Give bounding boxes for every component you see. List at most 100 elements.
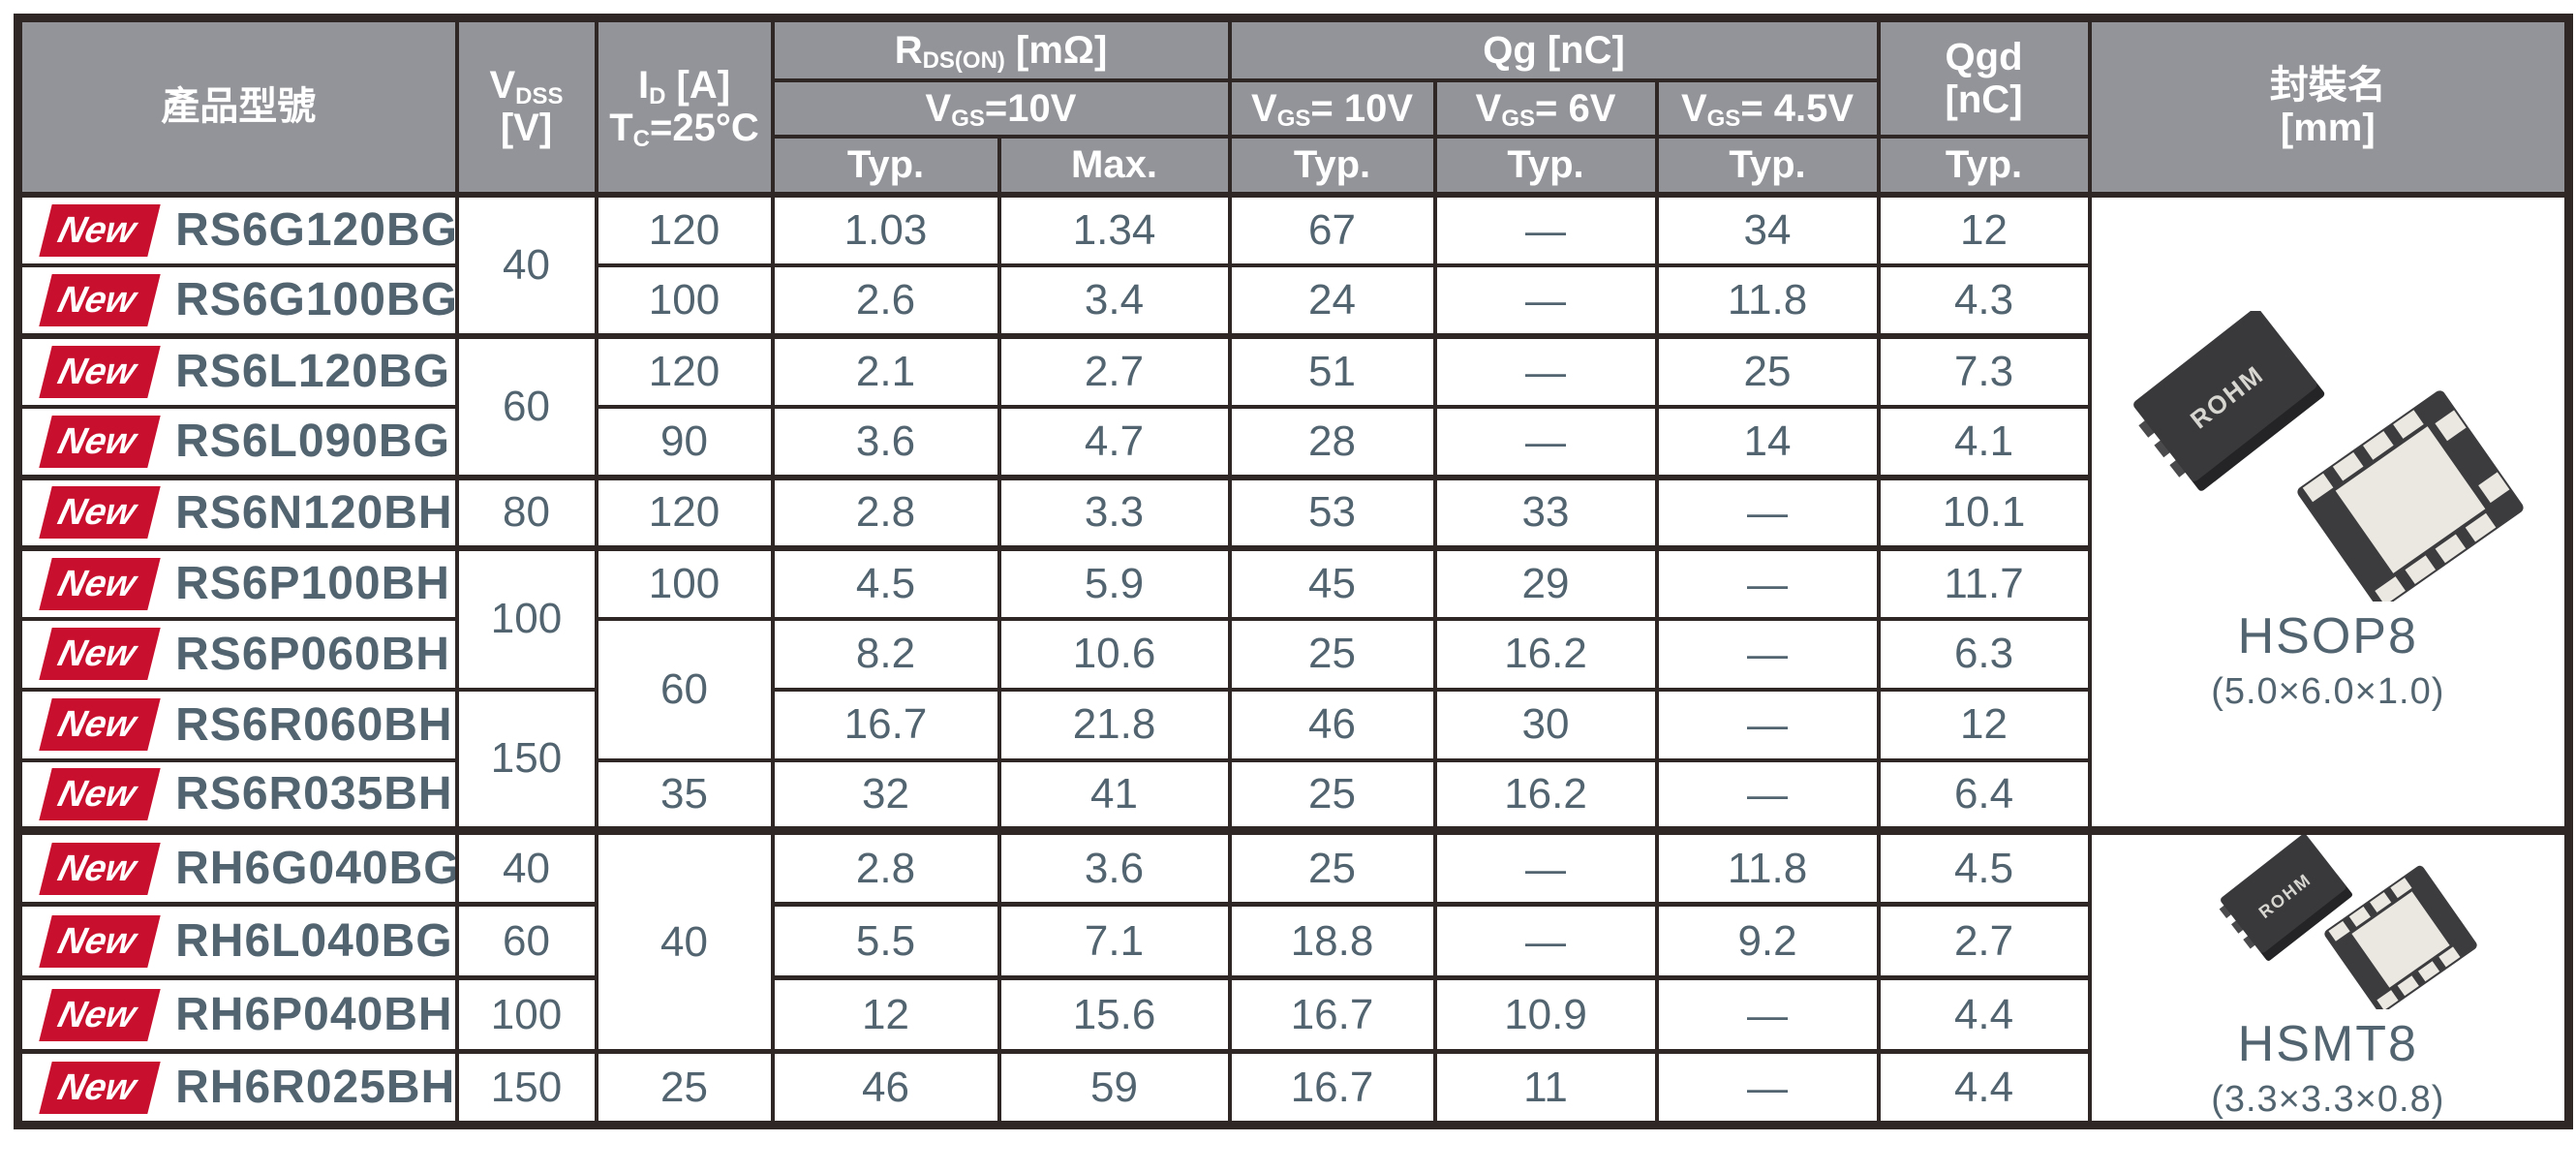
id-cell: 25 xyxy=(594,1049,775,1127)
qgd-cell: 12 xyxy=(1876,191,2092,267)
table-row: New RS6L090BG 90 3.6 4.7 28 — 14 4.1 xyxy=(15,405,2569,479)
qgd-cell: 4.5 xyxy=(1876,826,2092,907)
vdss-cell: 60 xyxy=(454,902,598,980)
vdss-cell: 150 xyxy=(454,1049,598,1127)
header-rds-typ: Typ. xyxy=(770,134,1001,197)
header-id: ID [A] TC=25°C xyxy=(594,15,775,197)
header-rdson: RDS(ON) [mΩ] xyxy=(770,15,1232,82)
qg45-cell: — xyxy=(1654,544,1881,621)
qg45-cell: — xyxy=(1654,1049,1881,1127)
vdss-cell: 150 xyxy=(454,688,598,833)
qg10-cell: 53 xyxy=(1227,474,1437,550)
qgd-cell: 4.3 xyxy=(1876,263,2092,338)
package-dimensions: (5.0×6.0×1.0) xyxy=(2211,670,2445,712)
id-cell: 120 xyxy=(594,332,775,409)
qgd-cell: 12 xyxy=(1876,688,2092,762)
rds-max-cell: 41 xyxy=(997,758,1232,833)
product-model: RH6P040BH xyxy=(175,989,453,1040)
mosfet-spec-table: 產品型號 VDSS [V] ID [A] TC=25°C RDS(ON) [mΩ] … xyxy=(14,14,2574,1129)
id-cell: 120 xyxy=(594,191,775,267)
table-row: New RH6R025BH 150 25 46 59 16.7 11 — 4.4 xyxy=(15,1049,2569,1127)
qg10-cell: 67 xyxy=(1227,191,1437,267)
rds-max-cell: 1.34 xyxy=(997,191,1232,267)
qg45-cell: 11.8 xyxy=(1654,263,1881,338)
vdss-cell: 60 xyxy=(454,332,598,479)
header-qgd-typ: Typ. xyxy=(1876,134,2092,197)
qg10-cell: 24 xyxy=(1227,263,1437,338)
qg6-cell: 10.9 xyxy=(1432,975,1659,1054)
product-cell: New RS6P060BH xyxy=(15,617,459,692)
id-cell: 40 xyxy=(594,826,775,1054)
package-dimensions: (3.3×3.3×0.8) xyxy=(2211,1079,2445,1120)
qgd-cell: 10.1 xyxy=(1876,474,2092,550)
table-row: New RS6P060BH 60 8.2 10.6 25 16.2 — 6.3 xyxy=(15,617,2569,762)
header-qg10-typ: Typ. xyxy=(1227,134,1437,197)
product-model: RS6P100BH xyxy=(175,558,450,609)
qgd-cell: 6.3 xyxy=(1876,617,2092,692)
new-badge: New xyxy=(39,842,161,895)
new-badge: New xyxy=(39,767,161,820)
qg6-cell: 16.2 xyxy=(1432,617,1659,692)
new-badge: New xyxy=(39,914,161,968)
qg45-cell: 14 xyxy=(1654,405,1881,479)
header-qg6-typ: Typ. xyxy=(1432,134,1659,197)
qg10-cell: 16.7 xyxy=(1227,1049,1437,1127)
vdss-cell: 80 xyxy=(454,474,598,550)
product-model: RS6L090BG xyxy=(175,416,450,467)
product-cell: New RH6L040BG xyxy=(15,902,459,980)
qg10-cell: 28 xyxy=(1227,405,1437,479)
rds-typ-cell: 12 xyxy=(770,975,1001,1054)
product-cell: New RH6R025BH xyxy=(15,1049,459,1127)
rds-typ-cell: 2.1 xyxy=(770,332,1001,409)
product-cell: New RS6G120BG xyxy=(15,191,459,267)
qg10-cell: 25 xyxy=(1227,758,1437,833)
new-badge: New xyxy=(39,203,161,257)
table-header: 產品型號 VDSS [V] ID [A] TC=25°C RDS(ON) [mΩ] … xyxy=(15,15,2571,197)
qgd-cell: 7.3 xyxy=(1876,332,2092,409)
new-badge: New xyxy=(39,698,161,751)
qg6-cell: 29 xyxy=(1432,544,1659,621)
header-qgd: Qgd [nC] xyxy=(1876,15,2092,139)
rds-typ-cell: 16.7 xyxy=(770,688,1001,762)
vdss-cell: 100 xyxy=(454,544,598,692)
qg45-cell: 25 xyxy=(1654,332,1881,409)
package-cell-hsmt8: ROHM xyxy=(2087,826,2571,1127)
qg10-cell: 51 xyxy=(1227,332,1437,409)
id-cell: 100 xyxy=(594,263,775,338)
qgd-cell: 4.1 xyxy=(1876,405,2092,479)
vdss-cell: 100 xyxy=(454,975,598,1054)
product-cell: New RS6L120BG xyxy=(15,332,459,409)
spec-table-page: 產品型號 VDSS [V] ID [A] TC=25°C RDS(ON) [mΩ] … xyxy=(14,14,2574,1129)
table-row: New RS6N120BH 80 120 2.8 3.3 53 33 — 10.1 xyxy=(15,474,2569,550)
table-row: New RH6L040BG 60 5.5 7.1 18.8 — 9.2 2.7 xyxy=(15,902,2569,980)
qg10-cell: 18.8 xyxy=(1227,902,1437,980)
product-model: RS6R060BH xyxy=(175,698,453,751)
qg6-cell: — xyxy=(1432,263,1659,338)
product-cell: New RS6G100BG xyxy=(15,263,459,338)
header-product-label: 產品型號 xyxy=(161,85,317,129)
id-cell: 100 xyxy=(594,544,775,621)
qgd-cell: 11.7 xyxy=(1876,544,2092,621)
rds-max-cell: 3.3 xyxy=(997,474,1232,550)
rds-typ-cell: 1.03 xyxy=(770,191,1001,267)
new-badge: New xyxy=(39,486,161,539)
id-cell: 90 xyxy=(594,405,775,479)
qg45-cell: 9.2 xyxy=(1654,902,1881,980)
table-row: New RS6L120BG 60 120 2.1 2.7 51 — 25 7.3 xyxy=(15,332,2569,479)
qgd-cell: 4.4 xyxy=(1876,1049,2092,1127)
product-model: RH6R025BH xyxy=(175,1062,456,1113)
header-qg: Qg [nC] xyxy=(1227,15,1881,82)
qg6-cell: 30 xyxy=(1432,688,1659,762)
rds-max-cell: 2.7 xyxy=(997,332,1232,409)
header-qg45-typ: Typ. xyxy=(1654,134,1881,197)
product-cell: New RS6N120BH xyxy=(15,474,459,550)
qg45-cell: 11.8 xyxy=(1654,826,1881,907)
product-model: RS6P060BH xyxy=(175,628,450,680)
rds-typ-cell: 5.5 xyxy=(770,902,1001,980)
product-model: RH6G040BG xyxy=(175,843,457,894)
qgd-cell: 6.4 xyxy=(1876,758,2092,833)
product-model: RS6R035BH xyxy=(175,768,453,820)
header-qg-vgs10: VGS= 10V xyxy=(1227,77,1437,139)
table-row: New RS6G100BG 100 2.6 3.4 24 — 11.8 4.3 xyxy=(15,263,2569,338)
rds-max-cell: 21.8 xyxy=(997,688,1232,762)
